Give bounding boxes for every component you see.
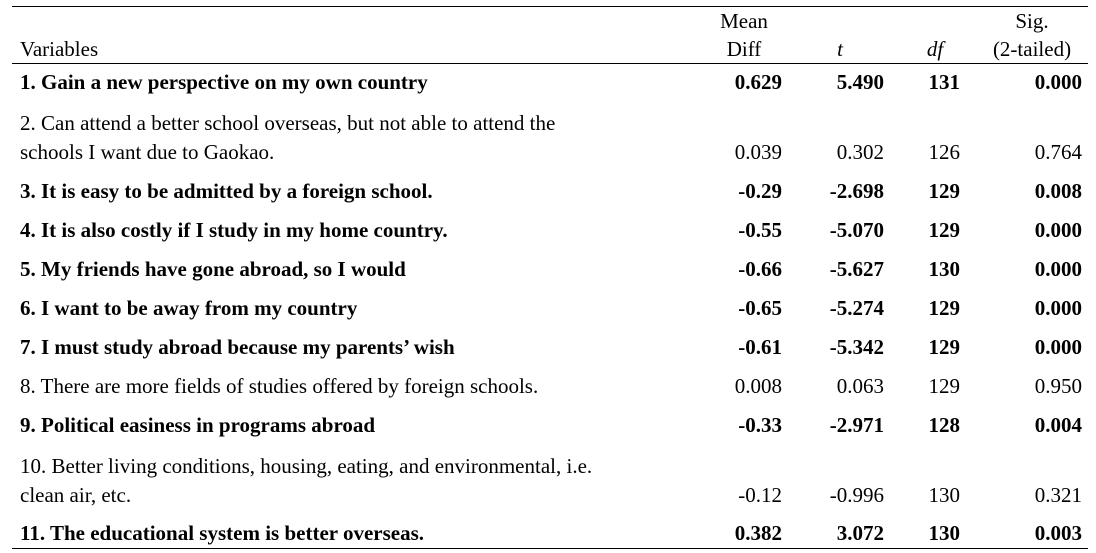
cell-variable: 9. Political easiness in programs abroad xyxy=(12,401,702,440)
cell-t: -5.342 xyxy=(829,335,884,359)
cell-mean-diff: -0.12 xyxy=(738,483,782,507)
cell-t: -5.070 xyxy=(829,218,884,242)
ttest-results-table: Variables Mean Diff t df Sig. (2-tailed)… xyxy=(12,6,1088,549)
cell-t: -2.971 xyxy=(829,413,884,437)
cell-sig: 0.000 xyxy=(1034,218,1082,242)
variable-text: 10. Better living conditions, housing, e… xyxy=(20,454,593,478)
cell-t: 0.063 xyxy=(836,374,884,398)
variable-text: 6. I want to be away from my country xyxy=(20,296,358,320)
variable-text: 4. It is also costly if I study in my ho… xyxy=(20,218,448,242)
table-header: Variables Mean Diff t df Sig. (2-tailed) xyxy=(12,6,1088,64)
variable-text-line2: clean air, etc. xyxy=(20,483,132,507)
cell-mean-diff: -0.65 xyxy=(738,296,782,320)
table-row: 11. The educational system is better ove… xyxy=(12,510,1088,549)
cell-df: 128 xyxy=(928,413,961,437)
cell-t: 0.302 xyxy=(836,140,884,164)
cell-df: 129 xyxy=(928,335,961,359)
cell-sig: 0.000 xyxy=(1034,257,1082,281)
variable-text: 11. The educational system is better ove… xyxy=(20,521,425,545)
variable-text: 8. There are more fields of studies offe… xyxy=(20,374,539,398)
table-row: 1. Gain a new perspective on my own coun… xyxy=(12,64,1088,98)
table-body: 1. Gain a new perspective on my own coun… xyxy=(12,64,1088,549)
variable-text-line2: schools I want due to Gaokao. xyxy=(20,140,275,164)
cell-sig: 0.000 xyxy=(1034,70,1082,94)
cell-t: -5.627 xyxy=(829,257,884,281)
cell-variable: 11. The educational system is better ove… xyxy=(12,510,702,549)
cell-variable: 7. I must study abroad because my parent… xyxy=(12,323,702,362)
cell-variable: 10. Better living conditions, housing, e… xyxy=(12,440,702,510)
cell-mean-diff: -0.33 xyxy=(738,413,782,437)
cell-df: 130 xyxy=(894,510,976,549)
variable-text: 9. Political easiness in programs abroad xyxy=(20,413,376,437)
cell-t: -5.274 xyxy=(829,296,884,320)
cell-variable: 5. My friends have gone abroad, so I wou… xyxy=(12,245,702,284)
cell-mean-diff: -0.55 xyxy=(738,218,782,242)
variable-text: 2. Can attend a better school overseas, … xyxy=(20,111,556,135)
variable-text: 3. It is easy to be admitted by a foreig… xyxy=(20,179,433,203)
table-row: 2. Can attend a better school overseas, … xyxy=(12,97,1088,167)
cell-variable: 4. It is also costly if I study in my ho… xyxy=(12,206,702,245)
header-sig-line1: Sig. xyxy=(1015,9,1049,33)
cell-variable: 2. Can attend a better school overseas, … xyxy=(12,97,702,167)
cell-df: 131 xyxy=(928,70,961,94)
header-mean-diff-line1: Mean xyxy=(720,9,768,33)
cell-variable: 8. There are more fields of studies offe… xyxy=(12,362,702,401)
cell-mean-diff: 0.039 xyxy=(734,140,782,164)
cell-sig: 0.000 xyxy=(1034,296,1082,320)
variable-text: 5. My friends have gone abroad, so I wou… xyxy=(20,257,406,281)
table-row: 6. I want to be away from my country -0.6… xyxy=(12,284,1088,323)
cell-mean-diff: -0.66 xyxy=(738,257,782,281)
table-row: 7. I must study abroad because my parent… xyxy=(12,323,1088,362)
cell-mean-diff: 0.008 xyxy=(734,374,782,398)
cell-sig: 0.004 xyxy=(1034,413,1082,437)
header-sig: Sig. (2-tailed) xyxy=(976,6,1088,64)
header-mean-diff: Mean Diff xyxy=(702,6,786,64)
table-row: 5. My friends have gone abroad, so I wou… xyxy=(12,245,1088,284)
variable-text: 7. I must study abroad because my parent… xyxy=(20,335,455,359)
cell-sig: 0.008 xyxy=(1034,179,1082,203)
cell-sig: 0.950 xyxy=(1034,374,1082,398)
header-df: df xyxy=(894,6,976,64)
header-mean-diff-line2: Diff xyxy=(726,37,762,61)
cell-df: 129 xyxy=(928,218,961,242)
variable-text: 1. Gain a new perspective on my own coun… xyxy=(20,70,428,94)
cell-mean-diff: -0.61 xyxy=(738,335,782,359)
cell-variable: 1. Gain a new perspective on my own coun… xyxy=(12,64,702,98)
header-variables: Variables xyxy=(12,6,702,64)
cell-mean-diff: 0.629 xyxy=(734,70,782,94)
header-row: Variables Mean Diff t df Sig. (2-tailed) xyxy=(12,6,1088,64)
cell-mean-diff: -0.29 xyxy=(738,179,782,203)
cell-df: 130 xyxy=(928,483,961,507)
cell-df: 129 xyxy=(928,296,961,320)
cell-sig: 0.000 xyxy=(1034,335,1082,359)
table-row: 8. There are more fields of studies offe… xyxy=(12,362,1088,401)
cell-sig: 0.003 xyxy=(976,510,1088,549)
cell-mean-diff: 0.382 xyxy=(702,510,786,549)
table-row: 3. It is easy to be admitted by a foreig… xyxy=(12,167,1088,206)
cell-df: 129 xyxy=(928,374,961,398)
table-row: 9. Political easiness in programs abroad… xyxy=(12,401,1088,440)
cell-t: 5.490 xyxy=(836,70,884,94)
cell-df: 129 xyxy=(928,179,961,203)
table-row: 10. Better living conditions, housing, e… xyxy=(12,440,1088,510)
header-t: t xyxy=(786,6,894,64)
cell-sig: 0.321 xyxy=(1034,483,1082,507)
cell-sig: 0.764 xyxy=(1034,140,1082,164)
cell-df: 126 xyxy=(928,140,961,164)
cell-variable: 6. I want to be away from my country xyxy=(12,284,702,323)
cell-df: 130 xyxy=(928,257,961,281)
header-sig-line2: (2-tailed) xyxy=(992,37,1072,61)
cell-variable: 3. It is easy to be admitted by a foreig… xyxy=(12,167,702,206)
cell-t: -0.996 xyxy=(829,483,884,507)
cell-t: 3.072 xyxy=(786,510,894,549)
table-row: 4. It is also costly if I study in my ho… xyxy=(12,206,1088,245)
cell-t: -2.698 xyxy=(829,179,884,203)
